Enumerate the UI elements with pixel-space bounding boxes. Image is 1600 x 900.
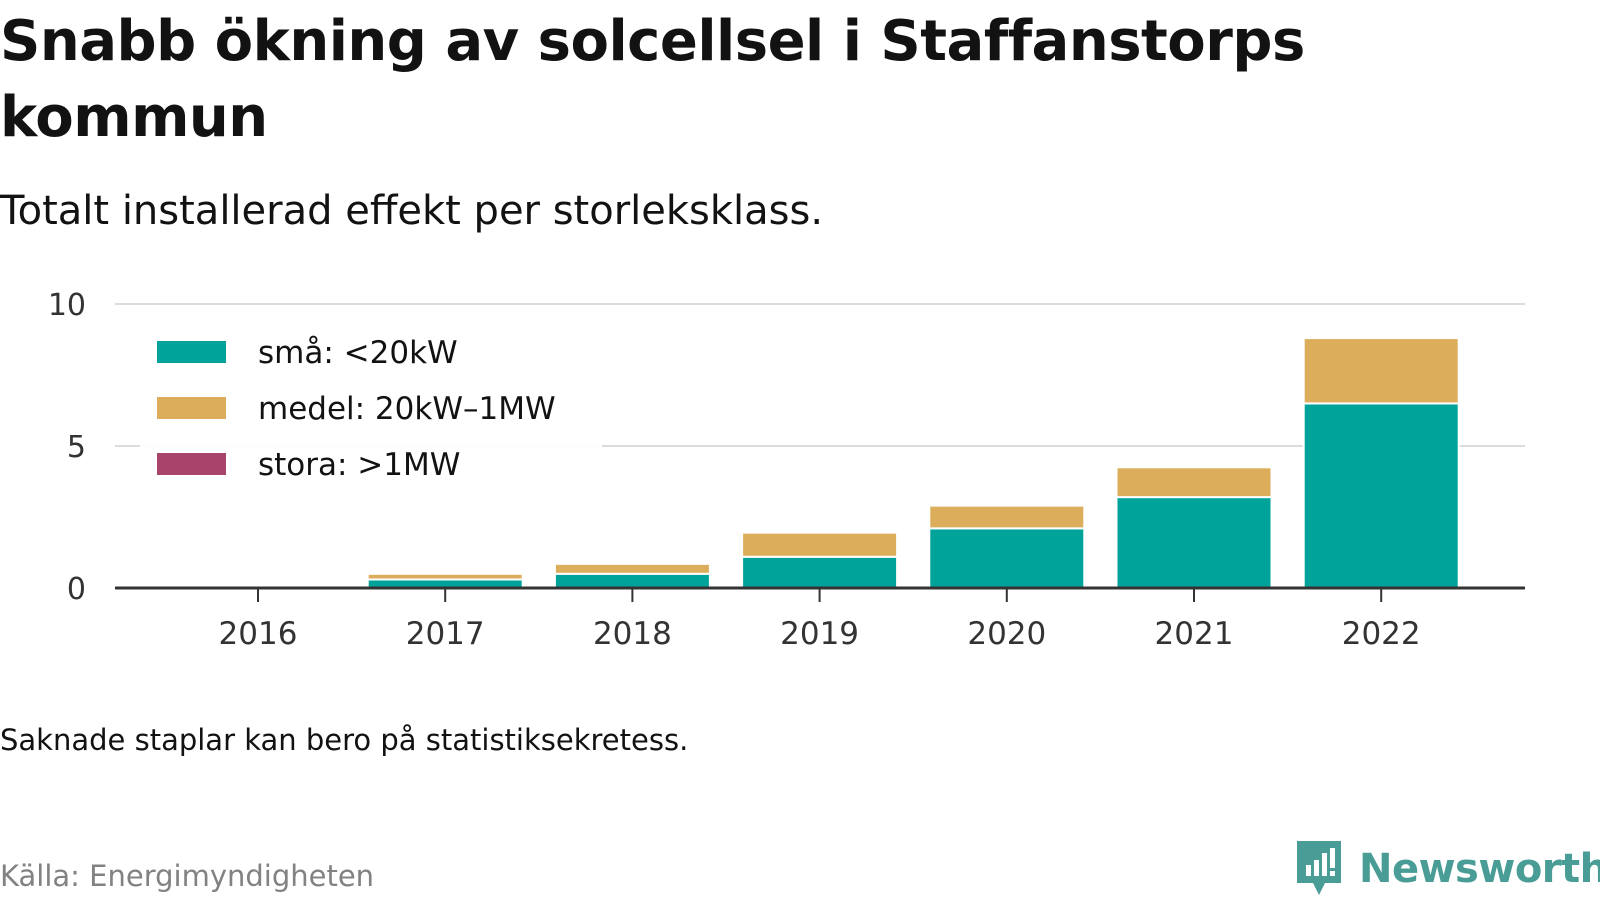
- bar-segment: [741, 555, 899, 590]
- legend-swatch: [157, 341, 226, 363]
- chart-subtitle: Totalt installerad effekt per storlekskl…: [0, 188, 824, 234]
- bar-segment: [366, 572, 524, 581]
- legend: små: <20kW medel: 20kW–1MW stora: >1MW: [140, 330, 602, 505]
- brand-logo[interactable]: Newsworthy: [1293, 838, 1600, 900]
- y-tick-label: 5: [67, 430, 86, 465]
- legend-label: medel: 20kW–1MW: [258, 391, 556, 427]
- chart-title: Snabb ökning av solcellsel i Staffanstor…: [0, 9, 1305, 150]
- x-tick-label: 2019: [780, 616, 859, 652]
- bar-segment: [1302, 402, 1460, 589]
- bar-segment: [553, 572, 711, 589]
- stacked-bar-chart: 0 5 10 2016 2017 2018 2019 2020 2021 2022 små: <2…: [48, 288, 1525, 652]
- bar-segment: [1115, 496, 1273, 589]
- brand-name: Newsworthy: [1359, 846, 1600, 892]
- legend-swatch: [157, 453, 226, 475]
- legend-swatch: [157, 397, 226, 419]
- legend-label: stora: >1MW: [258, 447, 460, 483]
- source-credit: Källa: Energimyndigheten: [0, 859, 375, 893]
- x-tick-label: 2016: [219, 616, 298, 652]
- bar-segment: [741, 531, 899, 558]
- x-tick-label: 2018: [593, 616, 672, 652]
- axes: 0 5 10 2016 2017 2018 2019 2020 2021 2022: [48, 288, 1525, 652]
- x-tick-label: 2021: [1155, 616, 1234, 652]
- y-tick-label: 10: [48, 288, 86, 323]
- bar-segment: [928, 527, 1086, 589]
- newsworthy-logo-icon: [1297, 841, 1341, 895]
- bar-segment: [928, 504, 1086, 530]
- bar-segment: [553, 562, 711, 575]
- x-tick-label: 2020: [967, 616, 1046, 652]
- bar-segment: [1115, 466, 1273, 499]
- footnote: Saknade staplar kan bero på statistiksek…: [0, 723, 689, 757]
- x-tick-label: 2017: [406, 616, 485, 652]
- y-tick-label: 0: [67, 572, 86, 607]
- bar-segment: [1302, 337, 1460, 405]
- legend-label: små: <20kW: [258, 335, 458, 371]
- x-tick-label: 2022: [1342, 616, 1421, 652]
